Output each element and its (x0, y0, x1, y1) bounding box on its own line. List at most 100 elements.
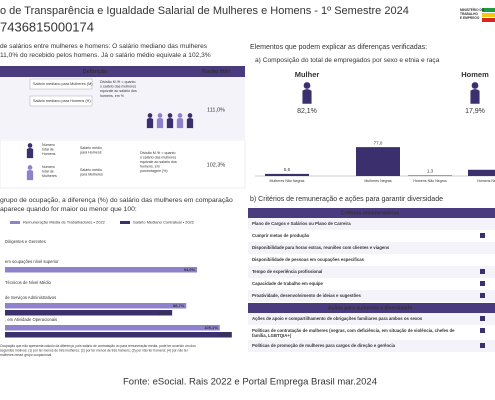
legend-swatch (10, 221, 20, 224)
row-label: total de (42, 169, 54, 173)
paragraph: de salários entre mulheres e homens: O s… (0, 43, 208, 50)
table-row (248, 254, 495, 266)
paragraph: 11,0% do recebido pelos homens. Já o sal… (0, 52, 211, 59)
row-label: Número (42, 143, 55, 147)
section-title: b) Critérios de remuneração e ações para… (250, 196, 443, 203)
row-label: homens, em % (100, 94, 125, 98)
row-label: Divisão M /H = quanto (100, 80, 135, 84)
row-label: Salário médio (80, 168, 102, 172)
table-header (0, 66, 245, 77)
category-label: em ocupações nível superior (5, 259, 59, 264)
table-cell: Tempo de experiência profissional (252, 269, 322, 274)
person-icon (26, 147, 34, 159)
bar (356, 147, 400, 176)
gender-label: Mulher (295, 70, 320, 79)
logo-text: TRABALHO (460, 12, 478, 16)
person-icon (147, 113, 153, 118)
person-icon (176, 117, 184, 129)
title: o de Transparência e Igualdade Salarial … (0, 5, 409, 17)
row-label: Homens (42, 152, 56, 156)
footnote: seguintes motivos: (1) por ter menos de … (0, 348, 189, 352)
row-label: porcentagem (%) (140, 169, 168, 173)
table-cell: família, LGBTQIA+) (252, 333, 292, 338)
check-icon (480, 293, 485, 298)
check-icon (480, 343, 485, 348)
bar (5, 310, 173, 316)
check-icon (480, 233, 485, 238)
check-icon (480, 269, 485, 274)
table-row (248, 313, 495, 325)
category-label: Mulheres Não Negras (270, 179, 305, 183)
table-row (248, 325, 495, 340)
footnote: mulheres nesse grupo ocupacional. (0, 353, 52, 357)
row-label: Divisão M /H = quanto (140, 151, 175, 155)
category-label: de Serviços Administrativos (5, 295, 56, 300)
gender-label: Homem (461, 70, 489, 79)
person-icon (157, 113, 163, 118)
person-icon (27, 165, 33, 170)
category-label: Dirigentes e Gerentes (5, 239, 46, 244)
table-row (0, 139, 246, 189)
row-label: equivale ao salário dos (140, 160, 177, 164)
table-cell: Políticas de promoção de mulheres para c… (252, 343, 396, 348)
bar-label: 94,0% (184, 267, 196, 272)
row-label: para Mulheres (80, 172, 103, 176)
section-title: a) Composição do total de empregados por… (255, 57, 440, 64)
section-title: grupo de ocupação, a diferença (%) do sa… (0, 197, 233, 204)
gender-value: 82,1% (297, 108, 317, 115)
table-row (248, 230, 495, 242)
category-label: Mulheres Negras (364, 179, 392, 183)
bar-label: 1,3 (427, 169, 434, 174)
table-cell: Ações de apoio e compartilhamento de obr… (252, 316, 423, 321)
bar-label: 5,6 (284, 167, 291, 172)
table-cell: Disponibilidade de pessoas em ocupações … (252, 257, 365, 262)
row-label: para Homens (80, 150, 102, 154)
bar-label: 111,0% (217, 332, 231, 337)
row-label: Salário mediano para Homens (H) (33, 99, 91, 103)
logo-flag (482, 13, 495, 17)
table-row (248, 340, 495, 352)
row-label: o salário das mulheres (100, 85, 136, 89)
person-icon (177, 113, 183, 118)
gender-value: 17,9% (465, 108, 485, 115)
row-label: Mulheres (42, 174, 57, 178)
row-label: Número (42, 165, 55, 169)
label-box (29, 95, 93, 107)
section-title: Elementos que podem explicar as diferenç… (250, 44, 427, 51)
person-icon (156, 117, 164, 129)
table-header: Definição (83, 69, 108, 75)
bar-label: 81,8% (159, 310, 171, 315)
table-header: Ações para aumentar a diversidade (328, 305, 412, 311)
bar (5, 325, 220, 331)
legend-swatch (120, 221, 130, 224)
person-icon (167, 113, 173, 118)
person-icon (471, 82, 479, 89)
category-label: Homens Não Negros (413, 179, 447, 183)
footer: Fonte: eSocial. Rais 2022 e Portal Empre… (123, 377, 377, 388)
row-label: o salário das mulheres (140, 155, 176, 159)
row-label: equivale ao salário dos (100, 89, 137, 93)
person-icon (470, 89, 480, 104)
table-row (248, 266, 495, 278)
bar-label: 105,1% (204, 325, 218, 330)
table-header (248, 303, 495, 313)
logo-text: MINISTÉRIO DO (460, 7, 485, 12)
check-icon (480, 328, 485, 333)
table-cell: Capacidade de trabalho em equipe (252, 281, 324, 286)
person-icon (27, 143, 33, 148)
person-icon (166, 117, 174, 129)
table-row (248, 242, 495, 254)
table-cell: Plano de Cargos e Salários ou Plano de C… (252, 221, 351, 226)
logo-mark (445, 6, 457, 24)
logo-flag (482, 18, 495, 22)
person-icon (146, 117, 154, 129)
row-label: Salário médio (80, 146, 102, 150)
bar (5, 267, 198, 273)
table-cell: Políticas de contratação de mulheres (ne… (252, 328, 455, 333)
row-label: total de (42, 147, 54, 151)
check-icon (480, 281, 485, 286)
bar (265, 173, 309, 176)
category-label: Técnicos de Nível Médio (5, 280, 52, 285)
bar-label: 88,7% (173, 303, 185, 308)
legend-label: Salário Mediano Contratual • 2022 (133, 220, 195, 225)
